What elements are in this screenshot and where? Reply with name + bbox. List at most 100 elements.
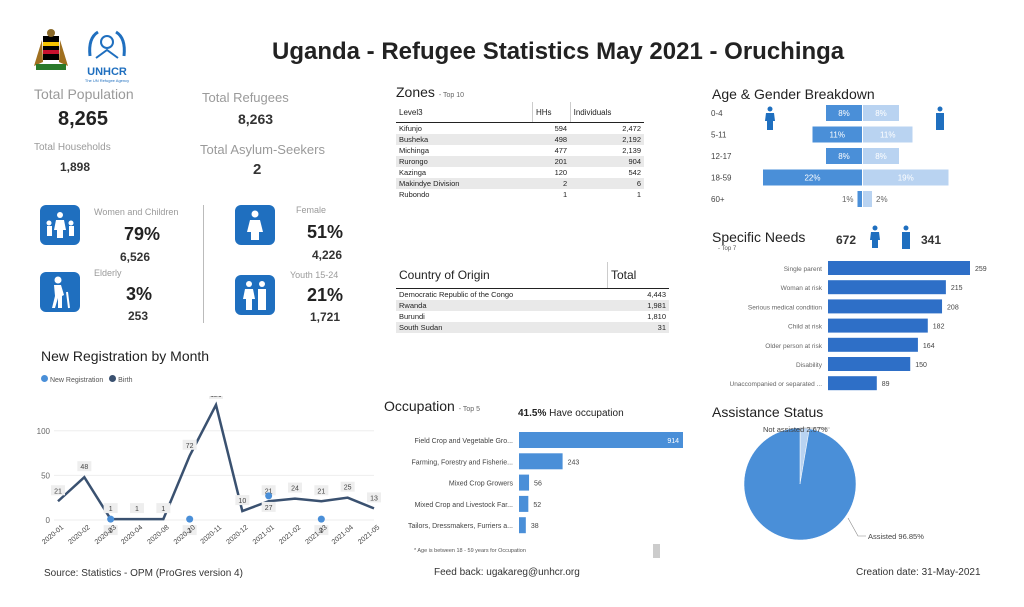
not-assisted-label: Not assisted 2.67% <box>763 425 828 434</box>
zones-subtitle: - Top 10 <box>438 92 464 99</box>
female-age-bar <box>763 169 862 186</box>
needs-value-label: 215 <box>951 285 963 292</box>
needs-value-label: 89 <box>882 381 890 388</box>
age-category-label: 12-17 <box>711 152 732 161</box>
table-cell: Michinga <box>399 146 430 155</box>
new-registration-data-label: 129 <box>210 396 222 399</box>
origin-header-total[interactable]: Total <box>607 262 669 289</box>
age-category-label: 5-11 <box>711 131 727 140</box>
uganda-coat-of-arms-logo <box>28 28 74 74</box>
birth-data-label: 27 <box>265 505 273 512</box>
occupation-bar <box>519 453 563 470</box>
y-tick-label: 100 <box>37 427 51 436</box>
table-row: Rurongo 201 904 <box>396 156 644 167</box>
female-age-label: 8% <box>838 152 850 161</box>
occupation-category-label: Mixed Crop Growers <box>449 481 514 488</box>
female-figure-body <box>765 113 775 130</box>
women-children-pct: 79% <box>124 224 161 244</box>
assisted-label: Assisted 96.85% <box>868 532 924 541</box>
male-age-bar <box>863 169 949 186</box>
occupation-bar <box>519 517 526 534</box>
male-figure-icon <box>936 106 944 130</box>
unhcr-logo-subtext: The UN Refugee Agency <box>84 78 130 83</box>
birth-data-label: 1 <box>109 528 113 535</box>
data-label-bg <box>261 501 276 512</box>
needs-bar <box>828 299 943 314</box>
data-label-bg <box>103 525 118 536</box>
occupation-subtitle: - Top 5 <box>458 406 480 413</box>
zones-header-hhs[interactable]: HHs <box>532 102 571 123</box>
elderly-label: Elderly <box>94 268 122 278</box>
women-children-icon <box>40 205 80 245</box>
data-label-bg <box>367 492 381 503</box>
new-registration-legend: New Registration Birth <box>41 375 133 384</box>
x-tick-label: 2021-01 <box>252 524 276 546</box>
women-children-count: 6,526 <box>120 250 151 264</box>
data-label-bg <box>103 503 118 514</box>
have-occupation: 41.5% Have occupation <box>518 408 624 419</box>
assistance-title: Assistance Status <box>712 404 824 420</box>
legend-birth: Birth <box>118 377 133 384</box>
table-row: Kifunjo 594 2,472 <box>396 123 644 135</box>
x-tick-label: 2020-11 <box>200 524 224 546</box>
y-tick-label: 0 <box>46 516 51 525</box>
unhcr-logo-text: UNHCR <box>87 66 127 78</box>
table-row: Michinga 477 2,139 <box>396 145 644 156</box>
female-age-bar <box>826 148 862 164</box>
female-label: Female <box>296 205 327 215</box>
zones-header-individuals[interactable]: Individuals <box>569 102 644 123</box>
data-label-bg <box>314 525 329 536</box>
table-cell: 477 <box>554 146 568 155</box>
table-cell: 1,810 <box>647 312 666 321</box>
table-cell: 120 <box>554 168 568 177</box>
elderly-count: 253 <box>128 309 149 323</box>
table-cell: South Sudan <box>396 322 608 333</box>
female-count: 4,226 <box>312 248 343 262</box>
zones-header-level3[interactable]: Level3 <box>396 102 533 123</box>
needs-value-label: 182 <box>933 324 945 331</box>
needs-category-label: Disability <box>796 362 823 369</box>
birth-data-label: 1 <box>188 528 192 535</box>
footer-feedback[interactable]: Feed back: ugakareg@unhcr.org <box>434 567 580 578</box>
needs-bar <box>828 261 970 275</box>
male-person-icon <box>900 225 912 254</box>
table-cell: 2,192 <box>570 134 644 145</box>
new-registration-data-label: 10 <box>238 498 246 505</box>
table-cell: 201 <box>532 156 571 167</box>
occupation-category-label: Mixed Crop and Livestock Far... <box>415 502 513 509</box>
needs-bar <box>828 357 911 371</box>
total-households-value: 1,898 <box>60 160 91 174</box>
origin-header-country[interactable]: Country of Origin <box>396 262 608 289</box>
data-label-bg <box>235 495 250 506</box>
occupation-value-label: 56 <box>534 481 542 488</box>
pie-slice <box>743 427 857 541</box>
have-occupation-text: Have occupation <box>549 408 624 419</box>
not-assisted-leader <box>799 427 830 432</box>
total-asylum-label: Total Asylum-Seekers <box>200 142 325 157</box>
scrollbar-handle[interactable] <box>653 544 660 558</box>
male-age-label: 2% <box>876 195 888 204</box>
new-registration-title: New Registration by Month <box>41 348 210 364</box>
needs-category-label: Single parent <box>784 266 822 273</box>
table-cell: Democratic Republic of the Congo <box>399 290 514 299</box>
birth-data-label: 1 <box>319 528 323 535</box>
unhcr-logo: UNHCR The UN Refugee Agency <box>82 28 132 83</box>
male-age-bar <box>863 191 872 207</box>
table-cell: Kifunjo <box>399 124 422 133</box>
youth-pct: 21% <box>307 285 344 305</box>
table-cell: 1,981 <box>607 300 669 311</box>
table-row: Kazinga 120 542 <box>396 167 644 178</box>
data-label-bg <box>77 461 92 472</box>
page-title: Uganda - Refugee Statistics May 2021 - O… <box>272 38 845 65</box>
assistance-pie: Not assisted 2.67% Assisted 96.85% <box>743 425 924 541</box>
specific-needs-title: Specific Needs <box>712 229 806 245</box>
table-cell: 2,139 <box>622 146 641 155</box>
table-row: Burundi 1,810 <box>396 311 669 322</box>
elderly-icon <box>40 272 80 312</box>
needs-category-label: Unaccompanied or separated ... <box>730 381 823 388</box>
total-households-label: Total Households <box>34 142 111 153</box>
x-tick-label: 2020-12 <box>225 524 249 546</box>
male-age-label: 8% <box>875 152 887 161</box>
new-registration-data-label: 21 <box>54 488 62 495</box>
data-label-bg <box>130 503 144 514</box>
